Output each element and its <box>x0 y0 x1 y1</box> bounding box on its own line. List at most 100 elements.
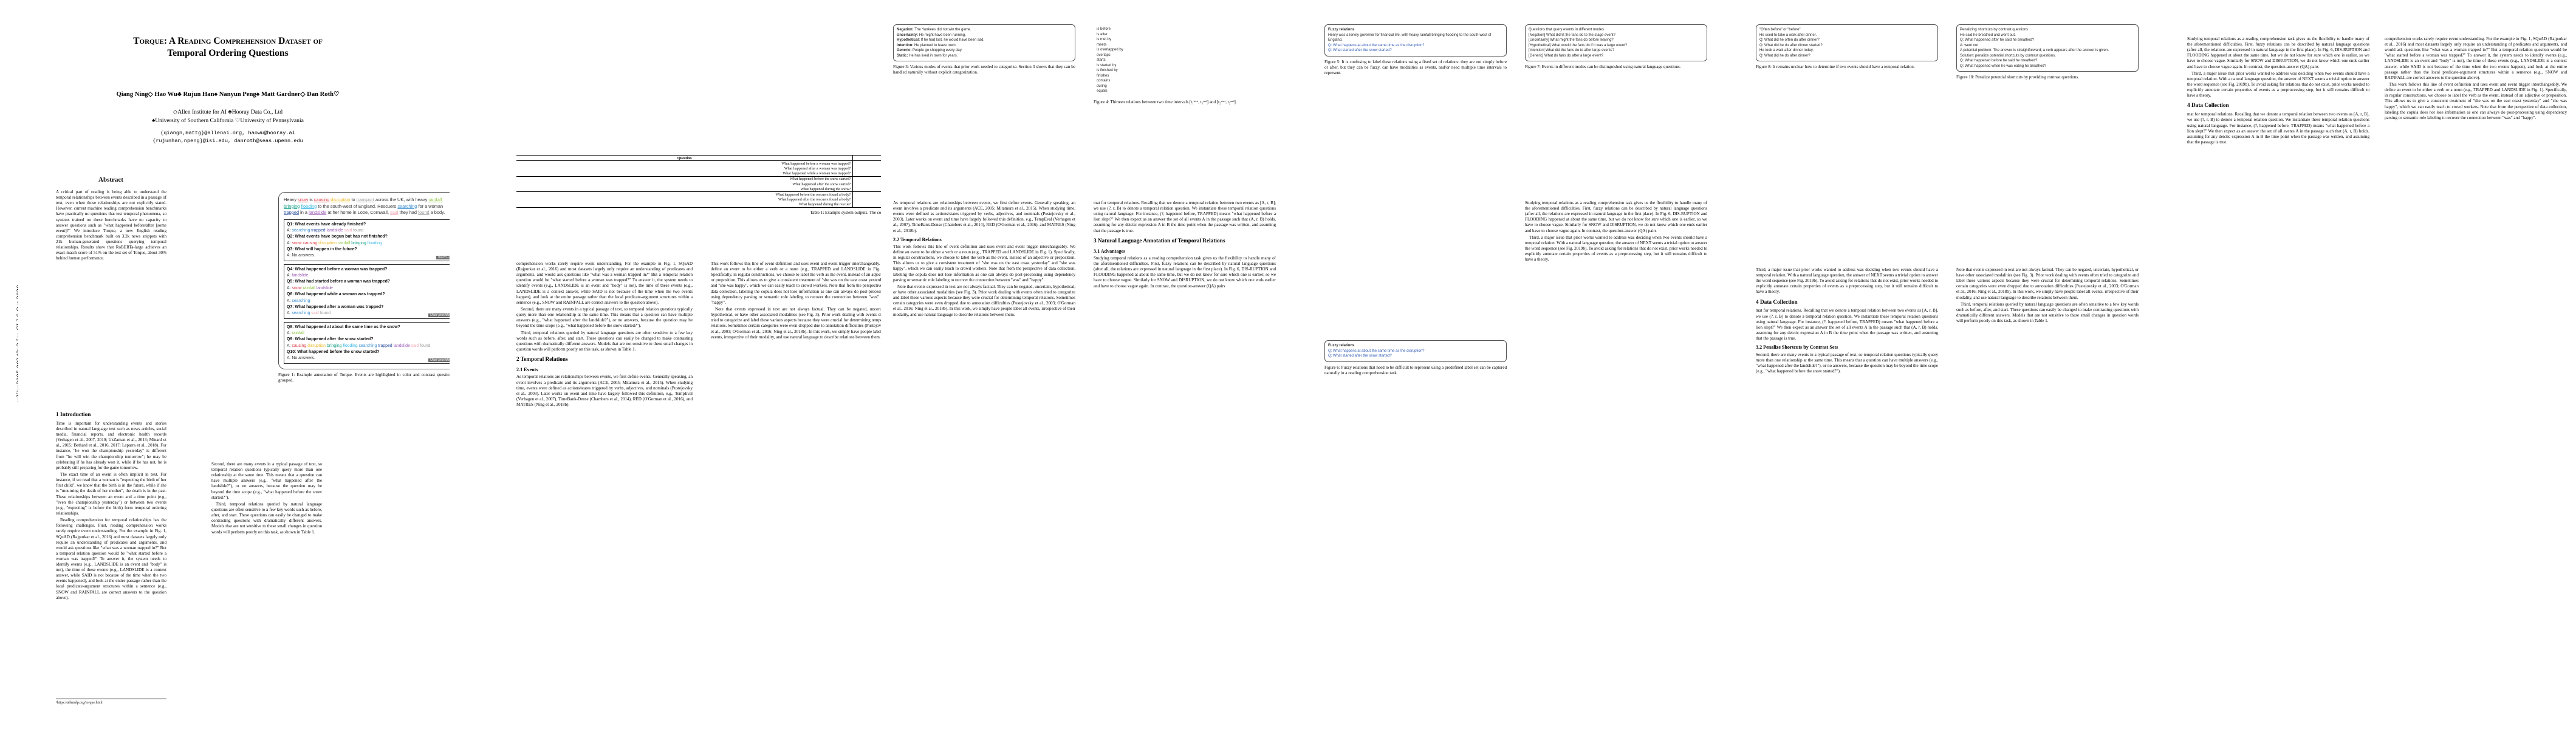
event-mention[interactable]: rainfall <box>292 330 304 335</box>
question-text: Q6: What happened while a woman was trap… <box>287 292 385 297</box>
event-mention[interactable]: disruption <box>331 197 351 202</box>
affil-line-2: ♠University of Southern California ♡Univ… <box>152 117 304 124</box>
event-mention[interactable]: snow <box>298 197 309 202</box>
page-3-column-2: mat for temporal relations. Recalling th… <box>1094 200 1276 290</box>
section-4-heading: 4 Data Collection <box>1756 299 1798 306</box>
event-mention[interactable]: snow <box>292 241 302 245</box>
event-mention[interactable]: transport <box>356 197 374 202</box>
figure-list-item: Hypothetical: If he had lost, he would h… <box>897 38 985 43</box>
event-mention[interactable]: disruption <box>307 343 326 348</box>
table-cell: What happened during the rescue? <box>798 202 851 207</box>
figure-1-question-group: Q1: What events have already finished? A:… <box>284 219 455 261</box>
figure-5: Fuzzy relations Henry was a lonely gover… <box>1324 24 1507 76</box>
table-1-header-cell: Question <box>677 156 692 160</box>
event-mention[interactable]: trapped <box>311 228 326 233</box>
author-list: Qiang Ning◇ Hao Wu♣ Rujun Han♠ Nanyun Pe… <box>116 91 340 98</box>
intro-paragraph-5: Third, temporal relations queried by nat… <box>211 501 322 535</box>
figure-list-item: Uncertainty: He might have been running. <box>897 33 966 37</box>
event-mention[interactable]: rainfall <box>428 197 442 202</box>
figure-5-q2: Q: What started after the snow started? <box>1328 49 1392 53</box>
figure-5-caption: Figure 5: It is confusing to label these… <box>1324 59 1507 76</box>
event-mention[interactable]: landslide <box>326 228 343 233</box>
p5-c1-para-2: mat for temporal relations. Recalling th… <box>1756 308 1938 341</box>
event-mention[interactable]: landslide <box>309 210 327 216</box>
figure-list-item: He said he breathed and went out. <box>1960 33 2016 37</box>
event-mention[interactable]: said <box>390 210 399 216</box>
figure-list-item: during <box>1097 84 1107 88</box>
figure-4-box: is before is after is met by meets is overla… <box>1094 24 1276 97</box>
figure-6: Fuzzy relations Q: What happens at about… <box>1324 340 1507 376</box>
event-mention[interactable]: disruption <box>318 241 337 245</box>
figure-5-box: Fuzzy relations Henry was a lonely gover… <box>1324 24 1507 56</box>
table-cell: What happened after the rescuers found a… <box>778 197 851 202</box>
figure-10: Penalizing shortcuts by contrast questio… <box>1956 24 2139 80</box>
event-mention[interactable]: searching <box>292 228 310 233</box>
figure-list-item: Q: What happened before he said he breat… <box>1960 59 2038 63</box>
event-mention[interactable]: said <box>411 343 419 348</box>
section-2-2-heading: 2.2 Temporal Relations <box>893 236 942 242</box>
figure-list-item: overlaps <box>1097 53 1111 57</box>
figure-item-label: Generic: <box>897 49 913 53</box>
event-mention[interactable]: trapped <box>378 343 392 348</box>
answer-text: A: snow causing disruption rainfall brin… <box>287 241 452 247</box>
event-mention[interactable]: searching <box>358 343 377 348</box>
figure-list-item: is started by <box>1097 63 1117 67</box>
event-mention[interactable]: landslide <box>393 343 410 348</box>
passage-text: across the UK, with heavy <box>374 197 429 202</box>
section-3-1-heading: 3.1 Advantages <box>1094 248 1126 254</box>
page-3-column-1: As temporal relations are relationships … <box>893 200 1075 319</box>
p5-c2-para-2: Third, temporal relations queried by nat… <box>1956 301 2139 324</box>
page-6-column-2: comprehension works rarely require event… <box>2385 36 2567 122</box>
event-mention[interactable]: found <box>353 228 364 233</box>
page-2: We know disruption/flooding started afte… <box>450 0 1282 729</box>
event-mention[interactable]: rainfall <box>337 241 351 245</box>
event-mention[interactable]: flooding <box>301 203 317 209</box>
event-mention[interactable]: said <box>344 228 352 233</box>
p6-c2-para-2: This work follows this line of event def… <box>2385 82 2567 120</box>
section-3-heading: 3 Natural Language Annotation of Tempora… <box>1094 238 1225 244</box>
event-mention[interactable]: found <box>420 343 431 348</box>
event-mention[interactable]: searching <box>292 311 310 316</box>
question-text: Q7: What happened after a woman was trap… <box>287 304 384 309</box>
p5-c2-para-1: Note that events expressed in text are n… <box>1956 267 2139 300</box>
answer-prefix: A: <box>287 343 292 348</box>
event-mention[interactable]: searching <box>292 298 310 303</box>
p3-c1-para-3: Note that events expressed in text are n… <box>893 284 1075 317</box>
figure-7: Questions that query events in different… <box>1525 24 1707 70</box>
event-mention[interactable]: searching <box>397 203 417 209</box>
event-mention[interactable]: causing <box>313 197 330 202</box>
table-cell: What happened after a woman was trapped? <box>784 166 851 171</box>
event-mention[interactable]: landslide <box>316 286 333 290</box>
email-line-2: {rujunhan,npeng}@isi.edu, danroth@seas.u… <box>152 137 303 144</box>
figure-5-q1: Q: What happens at about the same time a… <box>1328 43 1425 47</box>
footnote-1[interactable]: ¹https://allennlp.org/torque.html <box>56 699 166 706</box>
question-text: Q9: What happened after the snow started… <box>287 337 374 342</box>
figure-6-q2: Q: What started after the snow started? <box>1328 354 1392 358</box>
answer-text: A: No answers. <box>287 355 452 361</box>
event-mention[interactable]: trapped <box>284 210 300 216</box>
event-mention[interactable]: found <box>418 210 430 216</box>
answer-prefix: A: <box>287 241 292 245</box>
figure-list-item: Questions that query events in different… <box>1529 28 1604 32</box>
event-mention[interactable]: said <box>311 311 319 316</box>
event-mention[interactable]: rainfall <box>303 286 315 290</box>
figure-list-item: [Uncertainty] What might the fans do bef… <box>1529 38 1614 43</box>
event-mention[interactable]: causing <box>303 241 318 245</box>
figure-1-caption: Figure 1: Example annotation of Torque. … <box>278 372 461 383</box>
figure-list-item: is overlapped by <box>1097 48 1123 52</box>
event-mention[interactable]: causing <box>292 343 307 348</box>
figure-5-heading: Fuzzy relations <box>1328 28 1355 32</box>
figure-list-item: Intention: He planned to leave town. <box>897 43 957 47</box>
event-mention[interactable]: landslide <box>292 273 309 278</box>
event-mention[interactable]: snow <box>292 286 302 290</box>
event-mention[interactable]: bringing <box>284 203 300 209</box>
figure-list-item: A potential problem: The answer is strai… <box>1960 49 2109 53</box>
event-mention[interactable]: flooding <box>367 241 382 245</box>
event-mention[interactable]: bringing <box>326 343 342 348</box>
answer-prefix: A: <box>287 330 292 335</box>
event-mention[interactable]: flooding <box>343 343 358 348</box>
p2-c1-para-1: comprehension works rarely require event… <box>516 261 693 305</box>
event-mention[interactable]: bringing <box>351 241 366 245</box>
column-1-intro: 1 Introduction Time is important for und… <box>56 408 166 602</box>
event-mention[interactable]: found <box>320 311 331 316</box>
